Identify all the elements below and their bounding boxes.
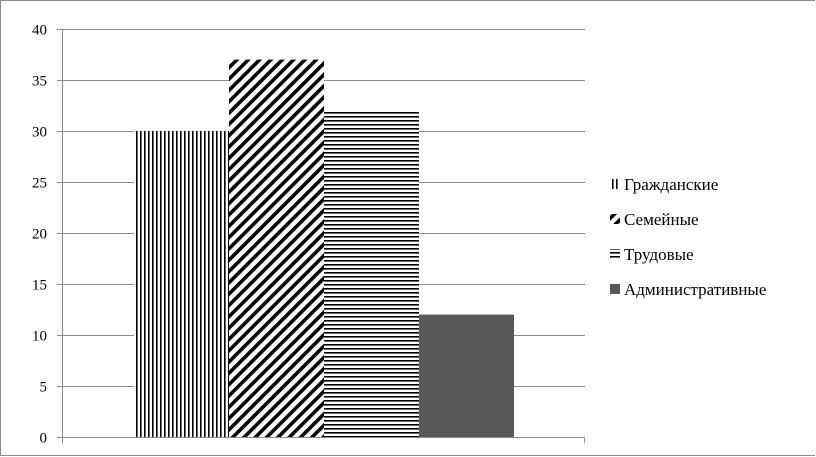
y-tick-label-40: 40 (32, 23, 47, 39)
legend-swatch-2 (610, 214, 620, 224)
y-tick-label-15: 15 (32, 278, 47, 294)
bar-3 (324, 110, 419, 437)
legend-label-3: Трудовые (624, 245, 694, 264)
y-tick-label-10: 10 (32, 329, 47, 345)
bars (134, 59, 514, 437)
y-tick-label-5: 5 (40, 380, 48, 396)
y-tick-label-20: 20 (32, 227, 47, 243)
y-tick-label-25: 25 (32, 176, 47, 192)
legend-label-4: Административные (624, 280, 766, 299)
y-tick-label-35: 35 (32, 74, 47, 90)
legend-swatch-4 (610, 284, 620, 294)
bar-2 (229, 59, 324, 437)
legend-swatch-3 (610, 249, 620, 259)
legend-label-1: Гражданские (624, 175, 718, 194)
axes: 0 5 10 15 20 25 30 35 40 (32, 23, 585, 447)
y-tick-label-30: 30 (32, 125, 47, 141)
legend: Гражданские Семейные Трудовые Административ… (610, 175, 766, 299)
y-tick-label-0: 0 (40, 431, 48, 447)
bar-4 (419, 314, 514, 437)
legend-swatch-1 (610, 179, 620, 189)
legend-label-2: Семейные (624, 210, 699, 229)
bar-1 (134, 131, 229, 437)
